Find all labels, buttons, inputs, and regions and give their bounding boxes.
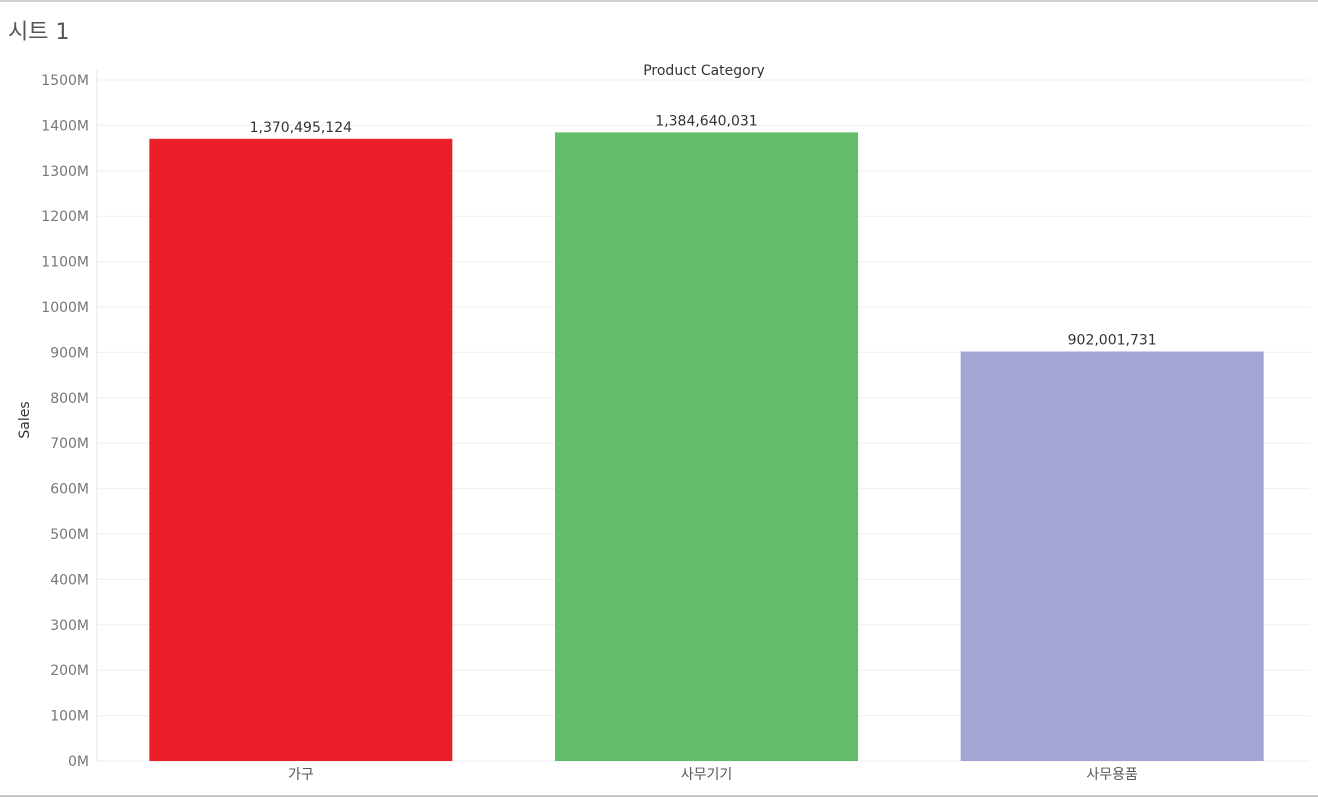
bars	[149, 132, 1264, 762]
y-tick-label: 1100M	[41, 255, 89, 271]
y-axis-title: Sales	[17, 401, 33, 438]
y-tick-label: 1000M	[41, 300, 89, 316]
y-tick-label: 1200M	[41, 209, 89, 225]
x-category-label: 사무용품	[1086, 767, 1138, 783]
sheet-title: 시트 1	[8, 20, 70, 45]
y-tick-label: 200M	[50, 663, 89, 679]
y-tick-label: 1400M	[41, 118, 89, 134]
y-tick-label: 100M	[50, 709, 89, 725]
y-tick-label: 500M	[50, 527, 89, 543]
y-tick-label: 1300M	[41, 164, 89, 180]
y-tick-label: 300M	[50, 618, 89, 634]
top-border	[0, 0, 1318, 2]
y-tick-label: 400M	[50, 572, 89, 588]
x-category-label: 가구	[288, 767, 314, 783]
y-tick-label: 0M	[68, 754, 89, 770]
y-tick-label: 600M	[50, 482, 89, 498]
y-tick-label: 700M	[50, 436, 89, 452]
bar-value-label: 902,001,731	[1068, 332, 1157, 348]
y-tick-label: 800M	[50, 391, 89, 407]
bar-value-label: 1,384,640,031	[655, 113, 757, 129]
chart-header: Product Category	[643, 63, 765, 79]
y-tick-label: 900M	[50, 345, 89, 361]
bar-value-label: 1,370,495,124	[250, 120, 353, 136]
data-labels: 1,370,495,124 1,384,640,031 902,001,731	[250, 113, 1157, 348]
bar[interactable]	[960, 351, 1264, 761]
y-tick-label: 1500M	[41, 73, 89, 89]
bar[interactable]	[555, 132, 858, 762]
bottom-border	[0, 795, 1318, 797]
x-axis-categories: 가구 사무기기 사무용품	[288, 767, 1138, 783]
bar[interactable]	[149, 138, 453, 761]
x-category-label: 사무기기	[681, 767, 733, 783]
y-axis-ticks: 0M 100M 200M 300M 400M 500M 600M 700M 800M 900M 10…	[41, 73, 89, 770]
